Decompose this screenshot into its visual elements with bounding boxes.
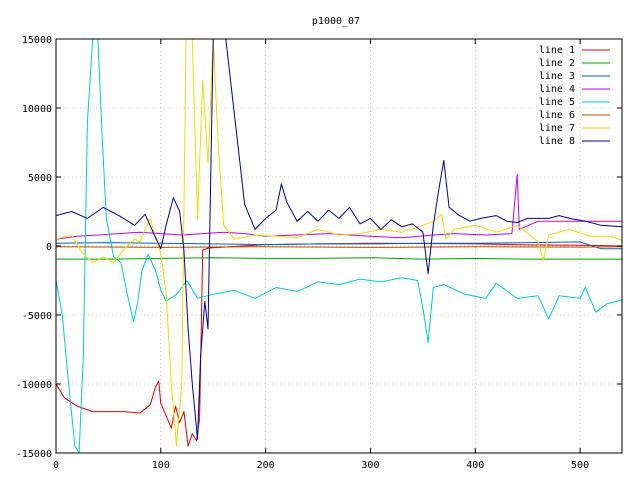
series-line-2 bbox=[56, 257, 622, 260]
legend-label-7: line 7 bbox=[539, 123, 575, 134]
series-line-5 bbox=[56, 39, 622, 453]
series-line-1 bbox=[56, 242, 622, 447]
x-tick-label: 500 bbox=[571, 460, 589, 471]
legend-label-8: line 8 bbox=[539, 136, 575, 147]
legend: line 1 line 2 line 3 line 4 line 5 line 6 line… bbox=[539, 45, 610, 147]
series-line-7 bbox=[56, 39, 622, 447]
y-tick-label: -5000 bbox=[22, 311, 52, 322]
legend-label-6: line 6 bbox=[539, 110, 575, 121]
y-tick-label: -15000 bbox=[16, 449, 52, 460]
x-tick-label: 100 bbox=[152, 460, 170, 471]
legend-label-2: line 2 bbox=[539, 58, 575, 69]
x-tick-label: 0 bbox=[53, 460, 59, 471]
grid-lines bbox=[56, 39, 622, 453]
legend-label-1: line 1 bbox=[539, 45, 575, 56]
y-tick-label: 0 bbox=[46, 242, 52, 253]
y-tick-label: 15000 bbox=[22, 35, 52, 46]
x-tick-label: 200 bbox=[257, 460, 275, 471]
axis-ticks: 0 100 200 300 400 500 -15000 -10000 -5000 0 5000 10… bbox=[16, 35, 622, 471]
legend-label-4: line 4 bbox=[539, 84, 575, 95]
series-line-6 bbox=[56, 246, 622, 248]
legend-label-5: line 5 bbox=[539, 97, 575, 108]
series-line-3 bbox=[56, 241, 622, 250]
series-line-8 bbox=[56, 39, 622, 440]
y-tick-label: -10000 bbox=[16, 380, 52, 391]
series-lines bbox=[56, 39, 622, 453]
x-tick-label: 300 bbox=[361, 460, 379, 471]
chart-title: p1000_07 bbox=[312, 16, 360, 27]
legend-label-3: line 3 bbox=[539, 71, 575, 82]
x-tick-label: 400 bbox=[466, 460, 484, 471]
y-tick-label: 10000 bbox=[22, 104, 52, 115]
y-tick-label: 5000 bbox=[28, 173, 52, 184]
series-line-4 bbox=[56, 173, 622, 240]
